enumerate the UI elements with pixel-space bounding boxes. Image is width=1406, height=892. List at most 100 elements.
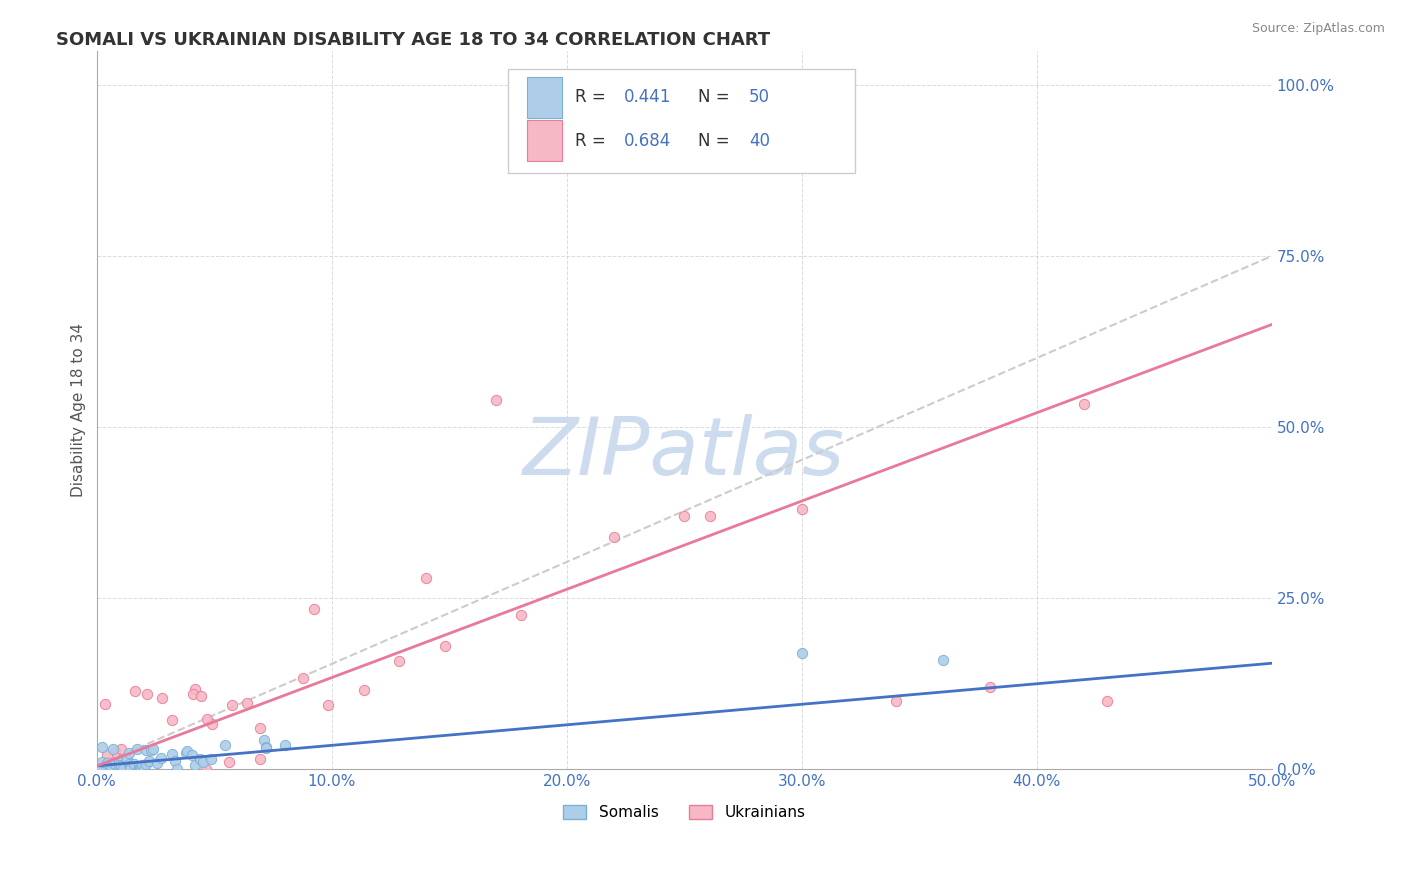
Point xyxy=(135,687,157,701)
FancyBboxPatch shape xyxy=(508,69,855,173)
Point xyxy=(110,759,132,773)
Point xyxy=(884,694,907,708)
Point xyxy=(603,530,626,544)
Point xyxy=(104,745,127,759)
Point xyxy=(254,740,277,755)
Point xyxy=(160,713,183,727)
Point xyxy=(120,762,142,776)
Point xyxy=(142,742,165,756)
Point xyxy=(1097,694,1119,708)
Point xyxy=(253,732,276,747)
Point xyxy=(184,682,207,697)
Point xyxy=(100,762,122,776)
Point xyxy=(190,690,212,704)
Legend: Somalis, Ukrainians: Somalis, Ukrainians xyxy=(557,798,811,826)
Point xyxy=(110,742,132,756)
Point xyxy=(150,751,173,765)
Text: R =: R = xyxy=(575,131,612,150)
FancyBboxPatch shape xyxy=(527,120,562,161)
Point xyxy=(193,755,215,769)
Point xyxy=(218,755,240,769)
Point xyxy=(141,742,163,756)
Point xyxy=(274,738,297,752)
Point xyxy=(103,756,125,770)
Point xyxy=(129,762,152,776)
Point xyxy=(254,739,277,754)
Point xyxy=(181,747,204,762)
Point xyxy=(673,509,696,524)
Point xyxy=(96,748,118,763)
Point xyxy=(353,683,375,698)
Point xyxy=(135,757,157,772)
Point xyxy=(181,687,204,701)
Point xyxy=(292,671,315,685)
FancyBboxPatch shape xyxy=(527,77,562,118)
Point xyxy=(1073,397,1095,411)
Point xyxy=(932,653,955,667)
Point xyxy=(485,392,508,407)
Point xyxy=(101,742,124,756)
Point xyxy=(150,691,173,706)
Point xyxy=(163,754,186,768)
Y-axis label: Disability Age 18 to 34: Disability Age 18 to 34 xyxy=(72,323,86,497)
Point xyxy=(194,762,217,776)
Point xyxy=(112,762,135,776)
Text: R =: R = xyxy=(575,88,612,106)
Point xyxy=(138,754,160,768)
Point xyxy=(388,654,411,668)
Point xyxy=(87,762,110,776)
Point xyxy=(118,757,141,772)
Text: SOMALI VS UKRAINIAN DISABILITY AGE 18 TO 34 CORRELATION CHART: SOMALI VS UKRAINIAN DISABILITY AGE 18 TO… xyxy=(56,31,770,49)
Text: 50: 50 xyxy=(749,88,770,106)
Text: 0.684: 0.684 xyxy=(624,131,672,150)
Point xyxy=(127,741,149,756)
Text: 0.441: 0.441 xyxy=(624,88,672,106)
Point xyxy=(249,751,271,765)
Point xyxy=(134,762,156,776)
Point xyxy=(790,646,813,660)
Point xyxy=(214,738,236,752)
Point xyxy=(160,747,183,761)
Point xyxy=(183,758,205,772)
Text: 40: 40 xyxy=(749,131,770,150)
Point xyxy=(236,696,259,710)
Point xyxy=(96,756,118,770)
Point xyxy=(433,639,456,653)
Point xyxy=(249,721,271,735)
Point xyxy=(415,571,437,585)
Text: ZIPatlas: ZIPatlas xyxy=(523,414,845,492)
Point xyxy=(200,752,222,766)
Point xyxy=(132,762,155,776)
Point xyxy=(128,758,150,772)
Point xyxy=(91,739,114,754)
Point xyxy=(176,744,198,758)
Point xyxy=(188,752,211,766)
Point xyxy=(129,762,152,776)
Text: Source: ZipAtlas.com: Source: ZipAtlas.com xyxy=(1251,22,1385,36)
Point xyxy=(104,756,127,771)
Point xyxy=(201,717,224,731)
Point xyxy=(221,698,243,712)
Point xyxy=(117,752,139,766)
Point xyxy=(510,608,533,623)
Point xyxy=(90,762,112,776)
Point xyxy=(118,747,141,761)
Point xyxy=(107,755,129,769)
Point xyxy=(118,759,141,773)
Point xyxy=(744,78,766,92)
Point xyxy=(118,758,141,772)
Point xyxy=(90,756,112,770)
Point xyxy=(145,756,167,770)
Point xyxy=(128,762,150,776)
Point xyxy=(166,762,188,776)
Point xyxy=(131,757,153,772)
Point xyxy=(790,502,813,516)
Point xyxy=(108,758,131,772)
Point xyxy=(124,683,146,698)
Point xyxy=(195,712,218,726)
Point xyxy=(134,742,156,756)
Point xyxy=(174,746,197,760)
Text: N =: N = xyxy=(699,88,735,106)
Point xyxy=(97,756,120,770)
Text: N =: N = xyxy=(699,131,735,150)
